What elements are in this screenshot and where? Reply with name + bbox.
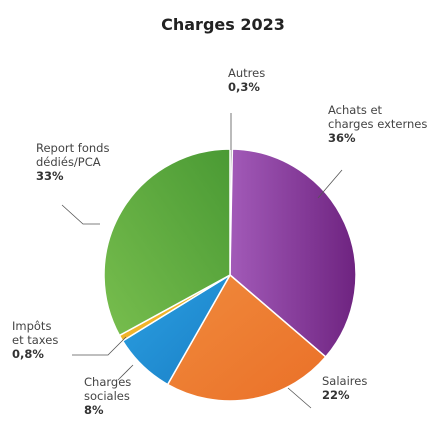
- label-report-fonds-dedies-leader-line: [61, 204, 100, 225]
- label-achats-charges-externes-leader-line: [317, 169, 343, 199]
- label-autres-text: Autres: [228, 66, 265, 80]
- label-salaires-leader-line: [287, 387, 312, 409]
- label-impots-taxes-text: Impôts: [12, 319, 51, 333]
- label-charges-sociales-leader-line: [117, 364, 134, 381]
- label-salaires-value: 22%: [322, 388, 350, 402]
- slice-salaires: [166, 274, 327, 402]
- slice-achats-charges-externes: [229, 148, 357, 358]
- label-report-fonds-dedies-text: dédiés/PCA: [36, 155, 101, 169]
- label-charges-sociales-text: sociales: [84, 389, 130, 403]
- label-salaires-text: Salaires: [322, 374, 367, 388]
- label-charges-sociales-text: Charges: [84, 375, 131, 389]
- label-impots-taxes-text: et taxes: [12, 333, 58, 347]
- pie-slices: [103, 148, 357, 402]
- chart-title: Charges 2023: [161, 15, 285, 34]
- label-achats-charges-externes-value: 36%: [328, 131, 356, 145]
- label-autres-value: 0,3%: [228, 80, 260, 94]
- label-impots-taxes-value: 0,8%: [12, 347, 44, 361]
- label-charges-sociales-value: 8%: [84, 403, 104, 417]
- label-achats-charges-externes-text: charges externes: [328, 117, 427, 131]
- slice-report-fonds-dedies: [103, 148, 231, 337]
- label-achats-charges-externes-text: Achats et: [328, 103, 383, 117]
- label-report-fonds-dedies-value: 33%: [36, 169, 64, 183]
- label-impots-taxes-leader-line: [72, 336, 127, 356]
- label-report-fonds-dedies-text: Report fonds: [36, 141, 109, 155]
